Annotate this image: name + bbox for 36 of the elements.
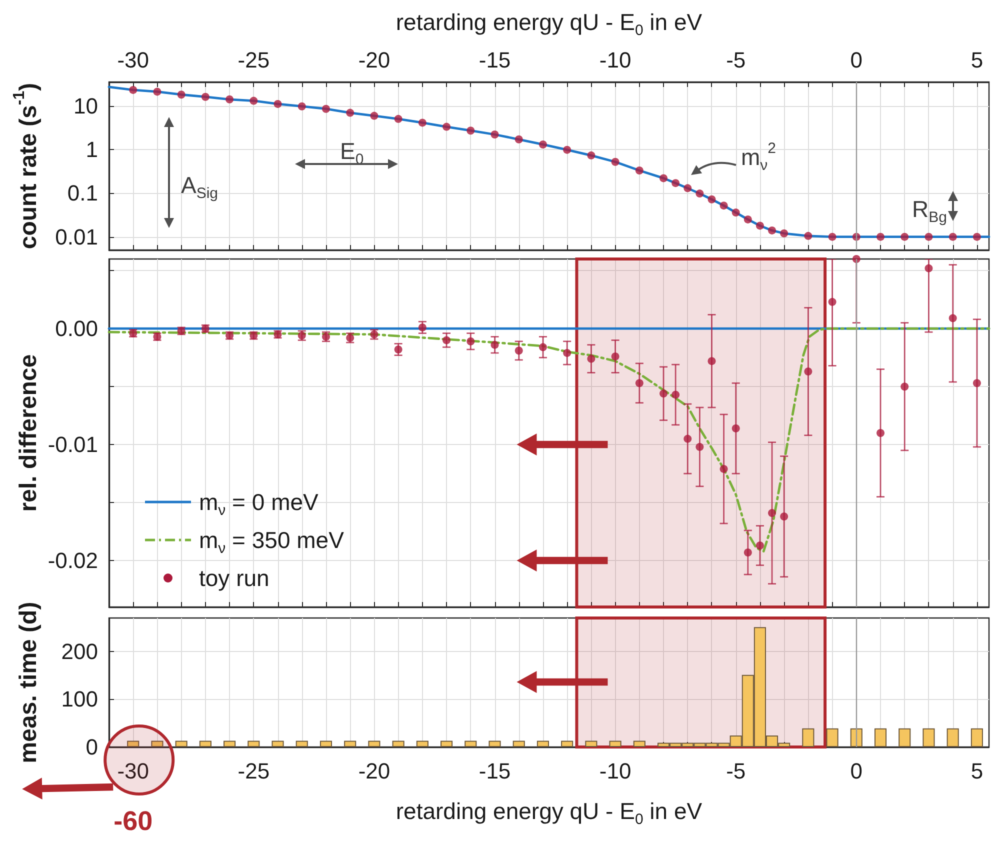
x2-tick-label: -30 — [117, 48, 150, 72]
y-tick-label: 0.00 — [55, 316, 98, 342]
y-tick-label: 1 — [86, 136, 98, 162]
x-tick-label: -20 — [358, 758, 390, 784]
y-tick-label: 10 — [74, 93, 98, 118]
y-tick-label: -0.02 — [48, 548, 98, 574]
x-tick-label: -15 — [478, 758, 511, 784]
text: -60 — [114, 806, 153, 836]
y-tick-label: 100 — [61, 686, 98, 712]
x2-tick-label: -25 — [238, 48, 270, 72]
y-axis-title: meas. time (d) — [14, 602, 42, 764]
x2-axis-title: retarding energy qU - E$_{0}$ in eV — [396, 9, 703, 39]
x2-tick-label: -10 — [599, 48, 632, 72]
x2-tick-label: -20 — [358, 48, 390, 72]
annotation: A$_{Sig}$ — [181, 172, 218, 202]
x-tick-label: -25 — [238, 758, 270, 784]
y-tick-label: 0 — [86, 734, 98, 760]
legend-label: m$_{ν}$ = 350 meV — [199, 527, 345, 557]
y-tick-label: 0.1 — [67, 180, 98, 206]
x2-tick-label: 5 — [970, 48, 984, 72]
y-tick-label: -0.01 — [48, 432, 98, 458]
x-tick-label: -30 — [117, 758, 150, 784]
annotation: R$_{Bg}$ — [912, 196, 947, 226]
x-tick-label: 0 — [850, 758, 863, 784]
x-tick-label: -5 — [726, 758, 746, 784]
x-axis-title: retarding energy qU - E$_{0}$ in eV — [396, 798, 703, 828]
x-tick-label: 5 — [970, 758, 984, 784]
x2-tick-label: -5 — [726, 48, 746, 72]
x2-tick-label: 0 — [850, 48, 863, 72]
y-axis-title: rel. difference — [14, 354, 42, 512]
legend-label: m$_{ν}$ = 0 meV — [199, 489, 320, 519]
x-tick-label: -10 — [599, 758, 632, 784]
y-tick-label: 200 — [61, 638, 98, 664]
x2-tick-label: -15 — [478, 48, 511, 72]
legend-label: toy run — [199, 565, 270, 591]
y-tick-label: 0.01 — [55, 224, 98, 250]
